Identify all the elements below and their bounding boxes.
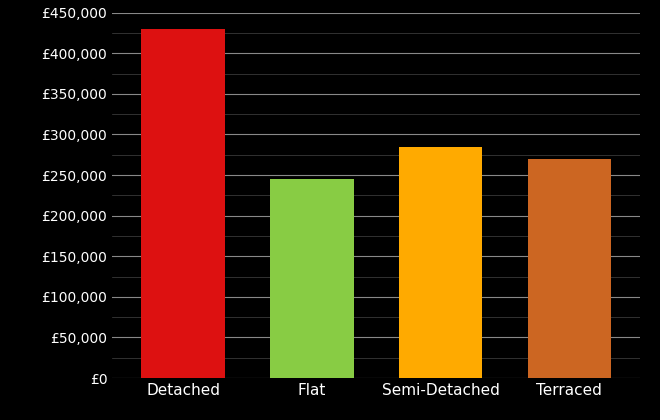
Bar: [141, 29, 225, 378]
Bar: [270, 179, 354, 378]
Bar: [399, 147, 482, 378]
Bar: [527, 159, 611, 378]
